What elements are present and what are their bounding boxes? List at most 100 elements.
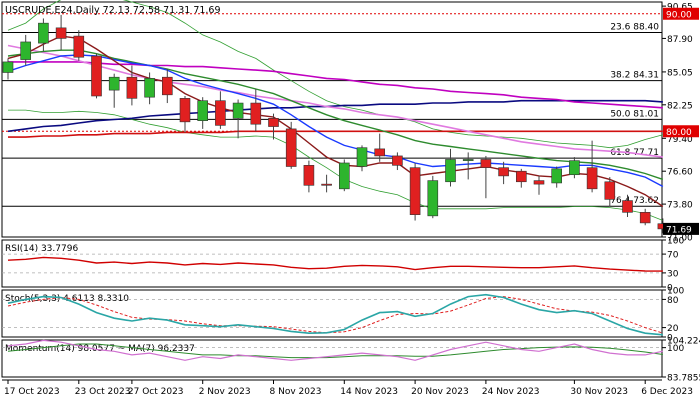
y-tick-label: 79.40 [667, 135, 693, 145]
moving-average-ma-green [7, 49, 664, 181]
y-tick-label: 90.65 [667, 3, 693, 13]
bear-candle[interactable] [604, 181, 616, 200]
x-tick-label: 23 Oct 2023 [75, 387, 131, 397]
moving-average-ma-navy [7, 99, 663, 133]
bear-candle[interactable] [639, 212, 651, 224]
bear-candle[interactable] [586, 167, 598, 190]
marked-level-label: 80.00 [666, 128, 692, 138]
y-tick-label: 30 [667, 269, 679, 279]
moving-average-ma-blue [7, 54, 664, 188]
panel-frame [1, 239, 663, 288]
bear-candle[interactable] [303, 165, 315, 186]
x-tick-label: 14 Nov 2023 [340, 387, 398, 397]
bear-candle[interactable] [55, 27, 67, 39]
moving-average-ma-magenta [8, 61, 663, 109]
marked-level-tag [663, 7, 699, 20]
x-tick-label: 24 Nov 2023 [482, 387, 540, 397]
bull-candle[interactable] [108, 76, 120, 91]
rsi-panel[interactable]: 100 70 30 0 RSI(14) 33.7796 [1, 237, 684, 294]
bull-candle[interactable] [338, 162, 350, 190]
bear-candle[interactable] [285, 128, 297, 167]
y-tick-label: 80 [667, 296, 679, 306]
bull-candle[interactable] [569, 160, 580, 176]
y-tick-label: 87.90 [667, 35, 693, 45]
bear-candle[interactable] [268, 118, 279, 127]
momentum-ma-line [7, 343, 663, 359]
chart-title: USCRUDE,E24,Daily 72.13 72.58 71.31 71.6… [5, 5, 221, 16]
x-tick-label: 30 Nov 2023 [570, 387, 628, 397]
x-tick-label: 27 Oct 2023 [128, 387, 184, 397]
y-tick-label: 20 [667, 324, 679, 334]
x-tick-label: 8 Nov 2023 [270, 387, 322, 397]
bear-candle[interactable] [480, 159, 492, 168]
bear-candle[interactable] [126, 76, 138, 99]
moving-average-ma-red [8, 130, 663, 138]
panel-title: Momentum(14) 98.0577 ~ MA(7) 96.2337 [5, 344, 195, 354]
bull-candle[interactable] [20, 41, 32, 60]
current-price-label: 71.69 [666, 225, 692, 235]
moving-average-bollinger [8, 109, 664, 221]
y-tick-label: 0 [667, 334, 673, 344]
y-tick-label: 85.05 [667, 68, 693, 78]
price-panel[interactable]: 90.65 87.90 85.05 82.25 79.40 76.60 73.80 71.00… [1, 0, 699, 244]
y-tick-label: 104.2248 [667, 337, 700, 347]
y-tick-label: 100 [667, 344, 684, 354]
momentum-panel[interactable]: 104.2248100 83.7855 Momentum(14) 98.0577 ~… [1, 337, 700, 384]
bull-candle[interactable] [2, 61, 14, 73]
panel-frame [1, 289, 663, 338]
marked-level-label: 90.00 [666, 10, 692, 20]
bear-candle[interactable] [162, 76, 173, 96]
bull-candle[interactable] [197, 100, 208, 121]
bull-candle[interactable] [462, 159, 474, 161]
y-tick-label: 100 [667, 237, 684, 247]
y-tick-label: 73.80 [667, 201, 693, 211]
moving-average-ma-pink [7, 44, 664, 158]
bear-candle[interactable] [250, 102, 262, 125]
bear-candle[interactable] [73, 35, 85, 58]
bear-candle[interactable] [179, 98, 191, 123]
marked-level-tag [663, 125, 699, 138]
y-tick-label: 0 [667, 284, 673, 294]
bull-candle[interactable] [427, 180, 439, 217]
bear-candle[interactable] [498, 167, 509, 177]
y-tick-label: 100 [667, 287, 684, 297]
fib-level-label: 76.4 73.62 [610, 196, 659, 206]
bear-candle[interactable] [533, 180, 545, 185]
stoch-signal-line [7, 296, 664, 334]
bear-candle[interactable] [392, 155, 403, 166]
y-tick-label: 71.00 [667, 234, 693, 244]
y-tick-label: 83.7855 [667, 374, 700, 384]
fib-level-label: 50.0 81.01 [610, 109, 659, 119]
bear-candle[interactable] [515, 170, 527, 183]
panel-frame [1, 339, 663, 378]
panel-title: RSI(14) 33.7796 [5, 244, 78, 254]
bull-candle[interactable] [232, 102, 244, 119]
bull-candle[interactable] [144, 78, 155, 98]
bear-candle[interactable] [91, 55, 102, 97]
moving-average-bollinger [7, 0, 664, 149]
x-tick-label: 6 Dec 2023 [641, 387, 693, 397]
x-tick-label: 17 Oct 2023 [4, 387, 60, 397]
stoch-main-line [7, 293, 663, 336]
bear-candle[interactable] [409, 167, 421, 215]
rsi-line [7, 256, 663, 272]
fib-level-label: 23.6 88.40 [610, 23, 659, 33]
bull-candle[interactable] [38, 22, 49, 44]
bull-candle[interactable] [356, 147, 368, 167]
y-tick-label: 70 [667, 251, 679, 261]
bear-candle[interactable] [374, 148, 386, 157]
x-tick-label: 2 Nov 2023 [199, 387, 251, 397]
bear-candle[interactable] [321, 183, 332, 186]
y-tick-label: 76.60 [667, 168, 693, 178]
bear-candle[interactable] [622, 200, 633, 213]
current-price-tag [663, 222, 699, 235]
bear-candle[interactable] [215, 100, 226, 126]
x-tick-label: 20 Nov 2023 [411, 387, 469, 397]
y-tick-label: 82.25 [667, 101, 693, 111]
bull-candle[interactable] [551, 168, 563, 184]
bull-candle[interactable] [445, 159, 456, 183]
fib-level-label: 38.2 84.31 [610, 71, 659, 81]
